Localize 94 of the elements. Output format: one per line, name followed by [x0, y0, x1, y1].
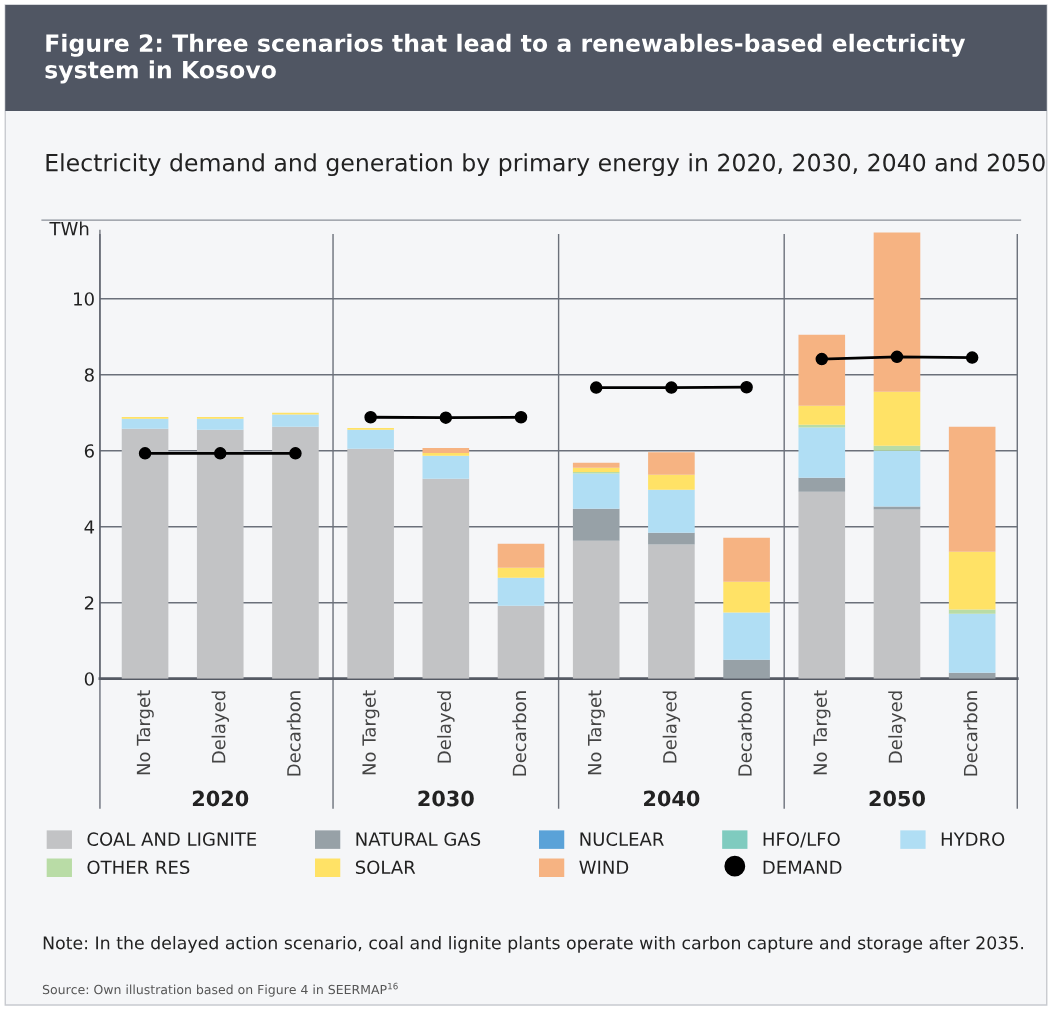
bar — [196, 429, 244, 679]
point — [289, 447, 302, 460]
x-tick-label: No Target — [136, 690, 154, 775]
bar — [873, 445, 921, 451]
bar — [422, 452, 470, 456]
y-tick-label: 8 — [84, 368, 94, 382]
y-tick-label: 10 — [74, 292, 94, 306]
point — [589, 381, 603, 394]
bar — [948, 551, 996, 610]
bar — [873, 506, 921, 510]
legend-label: SOLAR — [355, 860, 416, 875]
x-tick-label: Decarbon — [737, 691, 752, 776]
bar — [422, 478, 470, 679]
bar — [121, 428, 169, 679]
bar — [873, 509, 921, 679]
bar — [723, 581, 770, 613]
x-tick-label: Decarbon — [963, 691, 978, 776]
point — [364, 411, 377, 424]
x-tick-label: Delayed — [662, 691, 681, 763]
bar — [873, 391, 921, 446]
bar — [948, 426, 996, 552]
y-tick-label: 4 — [84, 520, 95, 534]
bar — [648, 452, 695, 475]
point — [665, 381, 678, 394]
bar — [798, 477, 846, 492]
y-tick-label: 6 — [84, 444, 94, 458]
bar — [497, 567, 545, 578]
bar — [723, 659, 770, 679]
text: 2020 — [192, 790, 249, 807]
x-tick-label: No Target — [588, 690, 605, 775]
point — [138, 447, 152, 460]
bar — [497, 543, 545, 568]
legend-label: WIND — [579, 860, 629, 874]
bar — [196, 418, 244, 430]
text: Note: In the delayed action scenario, coal and lignite plants operate with carbon capture and storage after 2035. — [43, 935, 1024, 953]
x-tick-label: Decarbon — [512, 691, 527, 776]
bar — [948, 609, 996, 614]
bar — [422, 448, 470, 453]
bar — [798, 427, 846, 478]
bar — [121, 418, 169, 429]
bar — [572, 540, 620, 679]
point — [890, 350, 904, 364]
bar — [572, 473, 620, 509]
bar — [572, 508, 620, 541]
y-tick-label: 0 — [84, 672, 94, 686]
bar — [272, 426, 319, 679]
legend-label: HYDRO — [941, 832, 1005, 846]
bar — [648, 489, 695, 533]
bar — [347, 429, 394, 449]
legend-label: DEMAND — [763, 860, 842, 874]
legend-label: COAL AND LIGNITE — [87, 832, 257, 846]
bar — [648, 474, 695, 490]
bar — [347, 448, 394, 679]
text: 2050 — [869, 790, 925, 807]
bar — [873, 232, 921, 392]
x-tick-label: Delayed — [437, 691, 455, 763]
legend-label: HFO/LFO — [763, 832, 840, 848]
bar — [272, 414, 319, 427]
bar — [723, 612, 770, 660]
point — [213, 447, 227, 460]
x-tick-label: Delayed — [211, 691, 229, 763]
text: 2030 — [418, 790, 474, 807]
bar — [497, 605, 545, 679]
text: 2040 — [644, 790, 700, 807]
y-axis-title: TWh — [49, 221, 89, 236]
chart-title: Figure 2: Three scenarios that lead to a renewables-based electricity system in Kosovo — [45, 33, 966, 84]
bar — [723, 537, 770, 582]
point — [439, 411, 453, 424]
chart-subtitle: Electricity demand and generation by primary energy in 2020, 2030, 2040 and 2050 — [46, 153, 1045, 177]
bar — [648, 532, 695, 545]
bar — [497, 577, 545, 606]
x-tick-label: Delayed — [888, 691, 906, 763]
bar — [572, 467, 620, 472]
bar — [572, 462, 620, 468]
bar — [873, 450, 921, 507]
bar — [948, 613, 996, 673]
point — [514, 411, 528, 424]
bar — [648, 544, 695, 679]
bar — [798, 424, 846, 428]
bar — [798, 405, 846, 425]
x-tick-label: No Target — [362, 690, 380, 775]
point — [815, 352, 829, 366]
legend-label: NATURAL GAS — [356, 832, 481, 846]
bar — [798, 334, 846, 406]
point — [740, 380, 753, 394]
x-tick-label: Decarbon — [286, 691, 301, 776]
bar — [422, 455, 470, 479]
point — [965, 351, 979, 364]
legend-label: OTHER RES — [87, 860, 190, 875]
y-tick-label: 2 — [84, 596, 94, 610]
bar — [798, 491, 846, 679]
source-note: Source: Own illustration based on Figure 4 in SEERMAP$^{16}$ — [42, 982, 398, 997]
x-tick-label: No Target — [813, 690, 831, 775]
legend-label: NUCLEAR — [580, 832, 664, 846]
